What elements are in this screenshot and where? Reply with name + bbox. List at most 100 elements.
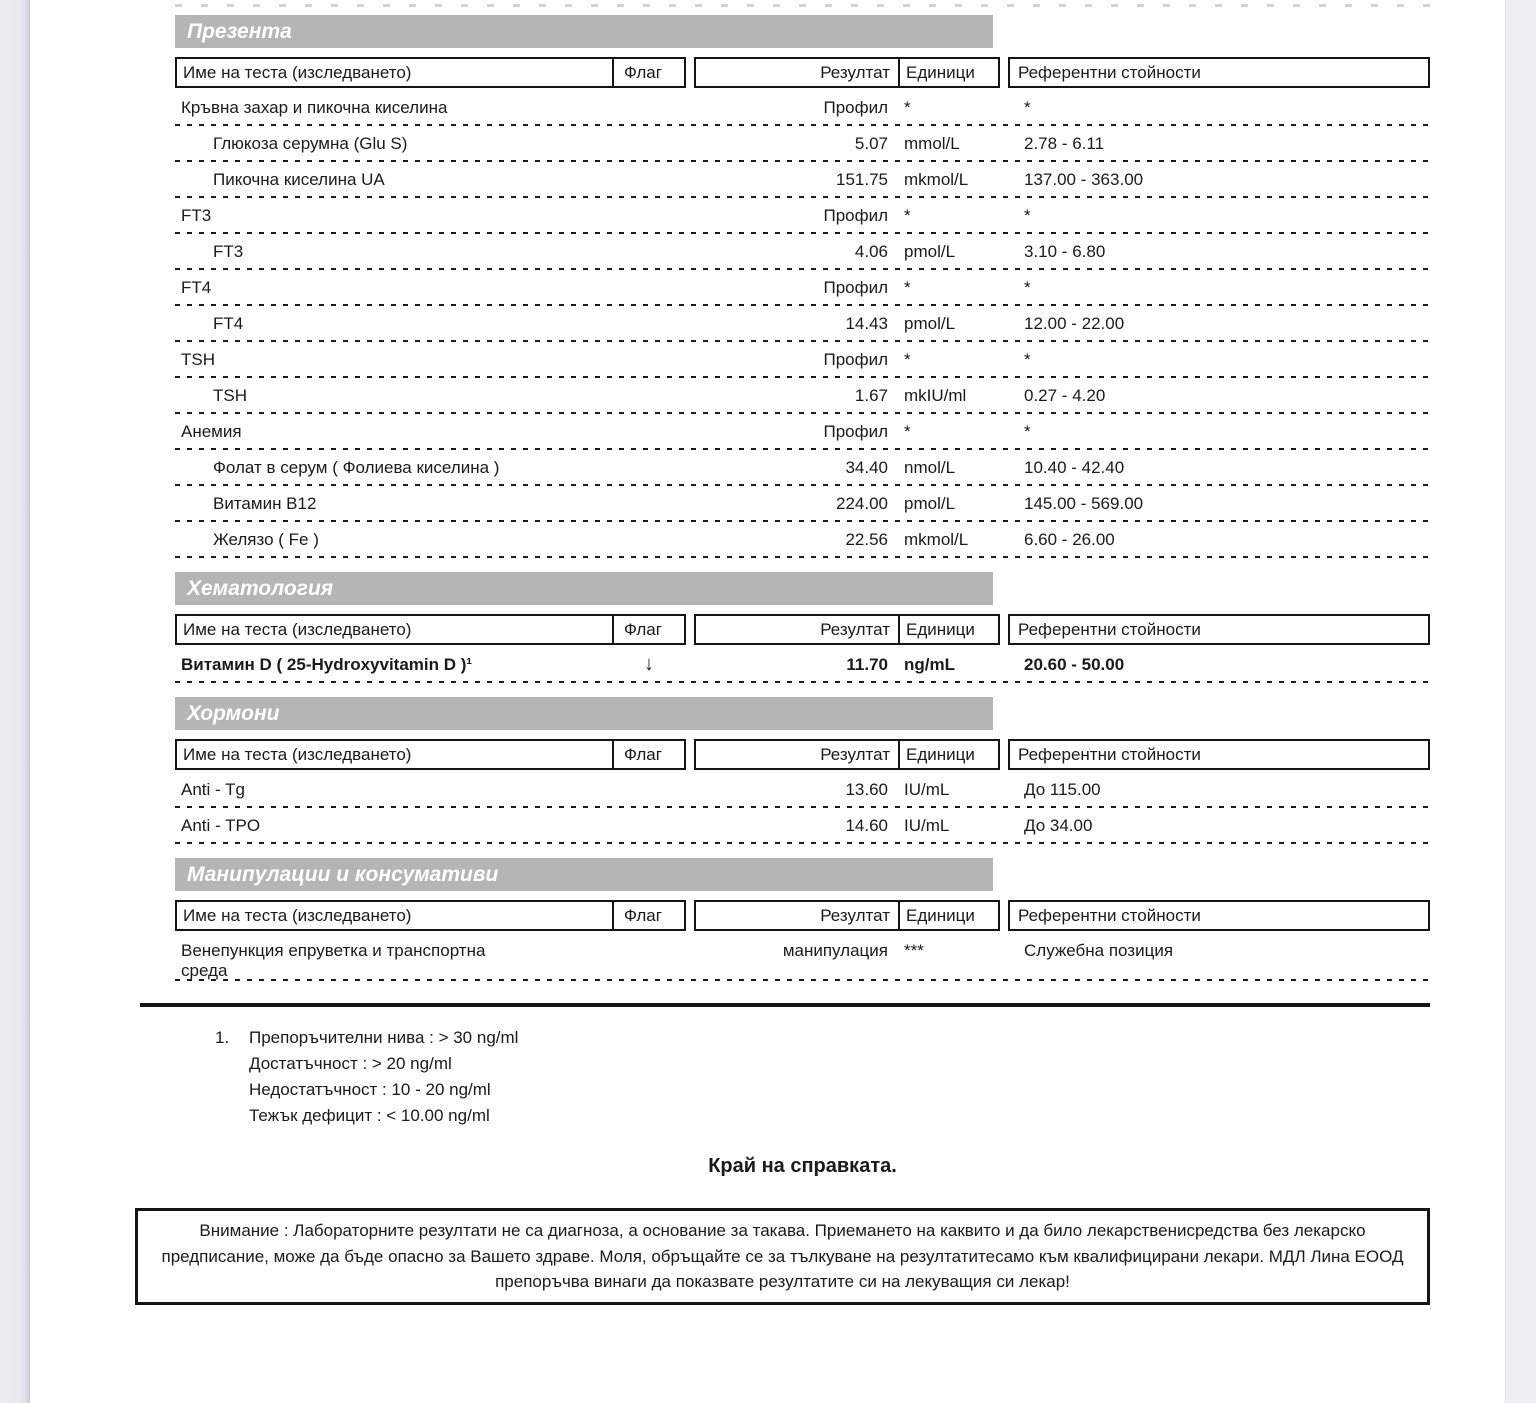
cell-result: Профил <box>823 350 888 369</box>
cell-result: Профил <box>823 422 888 441</box>
section-title-bar: Хормони <box>175 697 993 730</box>
footnote-line: Тежък дефицит : < 10.00 ng/ml <box>249 1106 490 1125</box>
cell-reference: 145.00 - 569.00 <box>1024 494 1144 513</box>
table-row: Фолат в серум ( Фолиева киселина ) 34.40 n… <box>175 450 1430 486</box>
table-row: Анемия Профил * * <box>175 414 1430 450</box>
table-row: Венепункция епруветка и транспортна сред… <box>175 933 1430 981</box>
cell-units: ng/mL <box>904 655 955 674</box>
header-box-name-flag: Име на теста (изследването) Флаг <box>175 900 686 931</box>
cell-units: *** <box>904 941 924 960</box>
cell-units: * <box>904 422 911 441</box>
cell-units: mkIU/ml <box>904 386 967 405</box>
table-row: Кръвна захар и пикочна киселина Профил * * <box>175 90 1430 126</box>
warning-text: Внимание : Лабораторните резултати не са… <box>161 1221 1404 1291</box>
cell-result: 5.07 <box>854 134 888 153</box>
cell-test-name: FT4 <box>181 278 212 297</box>
column-header-units: Единици <box>906 745 975 764</box>
table-row: FT4 Профил * * <box>175 270 1430 306</box>
cell-test-name: Фолат в серум ( Фолиева киселина ) <box>213 458 500 477</box>
cell-result: 14.43 <box>845 314 888 333</box>
column-header-result: Резултат <box>696 59 900 86</box>
report-sections: Презента Име на теста (изследването) Флаг Р… <box>175 15 1430 981</box>
table-row: Пикочна киселина UA 151.75 mkmol/L 137.00 -… <box>175 162 1430 198</box>
header-box-reference: Референтни стойности <box>1008 739 1430 770</box>
cell-units: * <box>904 278 911 297</box>
table-row: Витамин D ( 25-Hydroxyvitamin D )¹ ↓ 11.70… <box>175 647 1430 683</box>
table-row: TSH 1.67 mkIU/ml 0.27 - 4.20 <box>175 378 1430 414</box>
cell-result: 1.67 <box>854 386 888 405</box>
column-header-flag: Флаг <box>624 906 662 925</box>
column-header-reference: Референтни стойности <box>1018 620 1201 639</box>
clipped-previous-row-remnant <box>175 0 1430 12</box>
cell-reference: 10.40 - 42.40 <box>1024 458 1125 477</box>
section-title: Презента <box>187 20 292 43</box>
cell-reference: 137.00 - 363.00 <box>1024 170 1144 189</box>
cell-test-name: Anti - Tg <box>181 780 245 799</box>
cell-units: pmol/L <box>904 314 956 333</box>
section-title-bar: Презента <box>175 15 993 48</box>
cell-reference: * <box>1024 278 1031 297</box>
column-header-units: Единици <box>906 63 975 82</box>
cell-units: mkmol/L <box>904 170 969 189</box>
section-title-bar: Манипулации и консумативи <box>175 858 993 891</box>
cell-units: mmol/L <box>904 134 960 153</box>
table-header-row: Име на теста (изследването) Флаг Резултат Е… <box>175 900 1430 931</box>
column-header-test-name: Име на теста (изследването) <box>177 902 614 929</box>
cell-reference: * <box>1024 422 1031 441</box>
header-box-name-flag: Име на теста (изследването) Флаг <box>175 57 686 88</box>
cell-result: Профил <box>823 98 888 117</box>
table-row: Anti - Tg 13.60 IU/mL До 115.00 <box>175 772 1430 808</box>
table-row: Глюкоза серумна (Glu S) 5.07 mmol/L 2.78 - … <box>175 126 1430 162</box>
cell-test-name: FT4 <box>213 314 244 333</box>
cell-reference: * <box>1024 206 1031 225</box>
table-row: TSH Профил * * <box>175 342 1430 378</box>
cell-result: 34.40 <box>845 458 888 477</box>
header-box-result-units: Резултат Единици <box>694 739 1000 770</box>
footnotes: 1. Препоръчителни нива : > 30 ng/ml Дост… <box>175 1025 1430 1129</box>
section-title: Хормони <box>187 702 280 725</box>
lab-report-page: Презента Име на теста (изследването) Флаг Р… <box>135 0 1430 1305</box>
cell-units: * <box>904 350 911 369</box>
down-arrow-icon: ↓ <box>644 653 654 675</box>
column-header-result: Резултат <box>696 741 900 768</box>
cell-reference: 6.60 - 26.00 <box>1024 530 1115 549</box>
cell-units: * <box>904 206 911 225</box>
cell-result: манипулация <box>782 941 888 960</box>
table-header-row: Име на теста (изследването) Флаг Резултат Е… <box>175 739 1430 770</box>
footnote-line: Недостатъчност : 10 - 20 ng/ml <box>249 1080 491 1099</box>
cell-test-name: Желязо ( Fe ) <box>213 530 319 549</box>
footnote-divider-rule <box>140 1003 1430 1007</box>
cell-test-name: Витамин B12 <box>213 494 317 513</box>
cell-reference: До 34.00 <box>1024 816 1093 835</box>
page-edge-left <box>0 0 30 1403</box>
cell-test-name: Анемия <box>181 422 242 441</box>
table-row: Витамин B12 224.00 pmol/L 145.00 - 569.00 <box>175 486 1430 522</box>
header-box-reference: Референтни стойности <box>1008 57 1430 88</box>
section-title: Манипулации и консумативи <box>187 863 499 886</box>
header-box-name-flag: Име на теста (изследването) Флаг <box>175 739 686 770</box>
table-header-row: Име на теста (изследването) Флаг Резултат Е… <box>175 57 1430 88</box>
column-header-result: Резултат <box>696 616 900 643</box>
cell-reference: 3.10 - 6.80 <box>1024 242 1106 261</box>
cell-test-name: FT3 <box>213 242 244 261</box>
column-header-flag: Флаг <box>624 620 662 639</box>
cell-test-name: FT3 <box>181 206 212 225</box>
footnote-line: Достатъчност : > 20 ng/ml <box>249 1054 452 1073</box>
footnote-marker: 1. <box>215 1028 230 1047</box>
cell-result: 11.70 <box>846 655 888 674</box>
table-row: FT3 4.06 pmol/L 3.10 - 6.80 <box>175 234 1430 270</box>
cell-reference: До 115.00 <box>1024 780 1101 799</box>
column-header-reference: Референтни стойности <box>1018 745 1201 764</box>
header-box-reference: Референтни стойности <box>1008 614 1430 645</box>
cell-units: * <box>904 98 911 117</box>
cell-result: 22.56 <box>845 530 888 549</box>
column-header-test-name: Име на теста (изследването) <box>177 616 614 643</box>
column-header-result: Резултат <box>696 902 900 929</box>
column-header-units: Единици <box>906 620 975 639</box>
column-header-test-name: Име на теста (изследването) <box>177 741 614 768</box>
cell-result: 151.75 <box>836 170 888 189</box>
footnote-lines: Препоръчителни нива : > 30 ng/ml Достатъ… <box>249 1025 518 1129</box>
cell-units: IU/mL <box>904 816 950 835</box>
footnote-line: Препоръчителни нива : > 30 ng/ml <box>249 1028 519 1047</box>
column-header-test-name: Име на теста (изследването) <box>177 59 614 86</box>
